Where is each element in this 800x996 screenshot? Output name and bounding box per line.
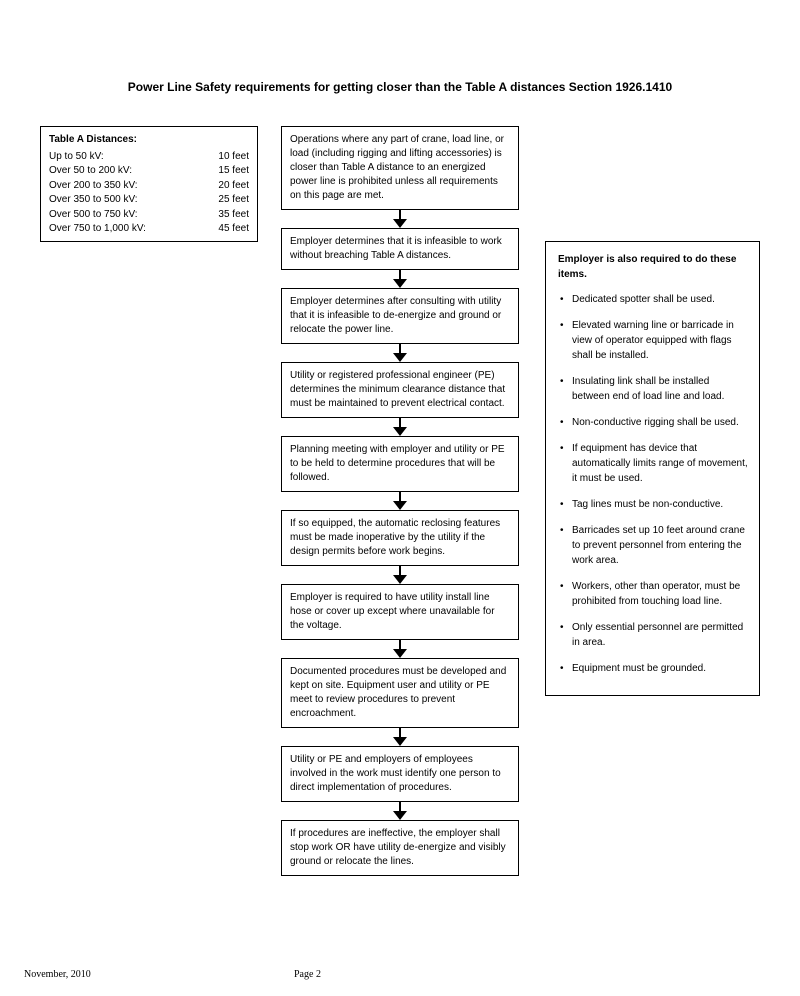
arrow-down-icon <box>281 492 519 510</box>
distance-value: 10 feet <box>218 150 249 165</box>
arrow-down-icon <box>281 566 519 584</box>
employer-requirements-box: Employer is also required to do these it… <box>545 241 760 696</box>
distance-label: Up to 50 kV: <box>49 150 104 165</box>
arrow-down-icon <box>281 418 519 436</box>
requirements-list: Dedicated spotter shall be used. Elevate… <box>558 292 749 676</box>
flowchart-column: Operations where any part of crane, load… <box>281 126 519 876</box>
distance-label: Over 350 to 500 kV: <box>49 193 138 208</box>
distance-label: Over 500 to 750 kV: <box>49 208 138 223</box>
flow-step: Documented procedures must be developed … <box>281 658 519 728</box>
flow-step: If so equipped, the automatic reclosing … <box>281 510 519 566</box>
distance-value: 45 feet <box>218 222 249 237</box>
footer-page-number: Page 2 <box>294 969 321 980</box>
flow-step: Operations where any part of crane, load… <box>281 126 519 210</box>
arrow-down-icon <box>281 640 519 658</box>
flow-step: If procedures are ineffective, the emplo… <box>281 820 519 876</box>
footer-date: November, 2010 <box>24 969 91 980</box>
table-row: Over 750 to 1,000 kV: 45 feet <box>49 222 249 237</box>
table-row: Over 350 to 500 kV: 25 feet <box>49 193 249 208</box>
list-item: Barricades set up 10 feet around crane t… <box>558 523 749 568</box>
distance-value: 20 feet <box>218 179 249 194</box>
distance-label: Over 750 to 1,000 kV: <box>49 222 146 237</box>
flow-step: Planning meeting with employer and utili… <box>281 436 519 492</box>
distance-label: Over 50 to 200 kV: <box>49 164 132 179</box>
table-a-heading: Table A Distances: <box>49 133 249 148</box>
arrow-down-icon <box>281 270 519 288</box>
flow-step: Employer determines that it is infeasibl… <box>281 228 519 270</box>
list-item: Equipment must be grounded. <box>558 661 749 676</box>
table-row: Over 500 to 750 kV: 35 feet <box>49 208 249 223</box>
flow-step: Utility or PE and employers of employees… <box>281 746 519 802</box>
arrow-down-icon <box>281 210 519 228</box>
flow-step: Utility or registered professional engin… <box>281 362 519 418</box>
distance-value: 25 feet <box>218 193 249 208</box>
list-item: Insulating link shall be installed betwe… <box>558 374 749 404</box>
list-item: If equipment has device that automatical… <box>558 441 749 486</box>
table-row: Over 50 to 200 kV: 15 feet <box>49 164 249 179</box>
arrow-down-icon <box>281 802 519 820</box>
distance-value: 35 feet <box>218 208 249 223</box>
page-title: Power Line Safety requirements for getti… <box>0 0 800 118</box>
list-item: Dedicated spotter shall be used. <box>558 292 749 307</box>
list-item: Workers, other than operator, must be pr… <box>558 579 749 609</box>
list-item: Only essential personnel are permitted i… <box>558 620 749 650</box>
arrow-down-icon <box>281 728 519 746</box>
flow-step: Employer is required to have utility ins… <box>281 584 519 640</box>
list-item: Elevated warning line or barricade in vi… <box>558 318 749 363</box>
table-a-distances-box: Table A Distances: Up to 50 kV: 10 feet … <box>40 126 258 242</box>
arrow-down-icon <box>281 344 519 362</box>
distance-label: Over 200 to 350 kV: <box>49 179 138 194</box>
table-row: Up to 50 kV: 10 feet <box>49 150 249 165</box>
requirements-heading: Employer is also required to do these it… <box>558 252 749 282</box>
distance-value: 15 feet <box>218 164 249 179</box>
list-item: Non-conductive rigging shall be used. <box>558 415 749 430</box>
list-item: Tag lines must be non-conductive. <box>558 497 749 512</box>
flow-step: Employer determines after consulting wit… <box>281 288 519 344</box>
table-row: Over 200 to 350 kV: 20 feet <box>49 179 249 194</box>
